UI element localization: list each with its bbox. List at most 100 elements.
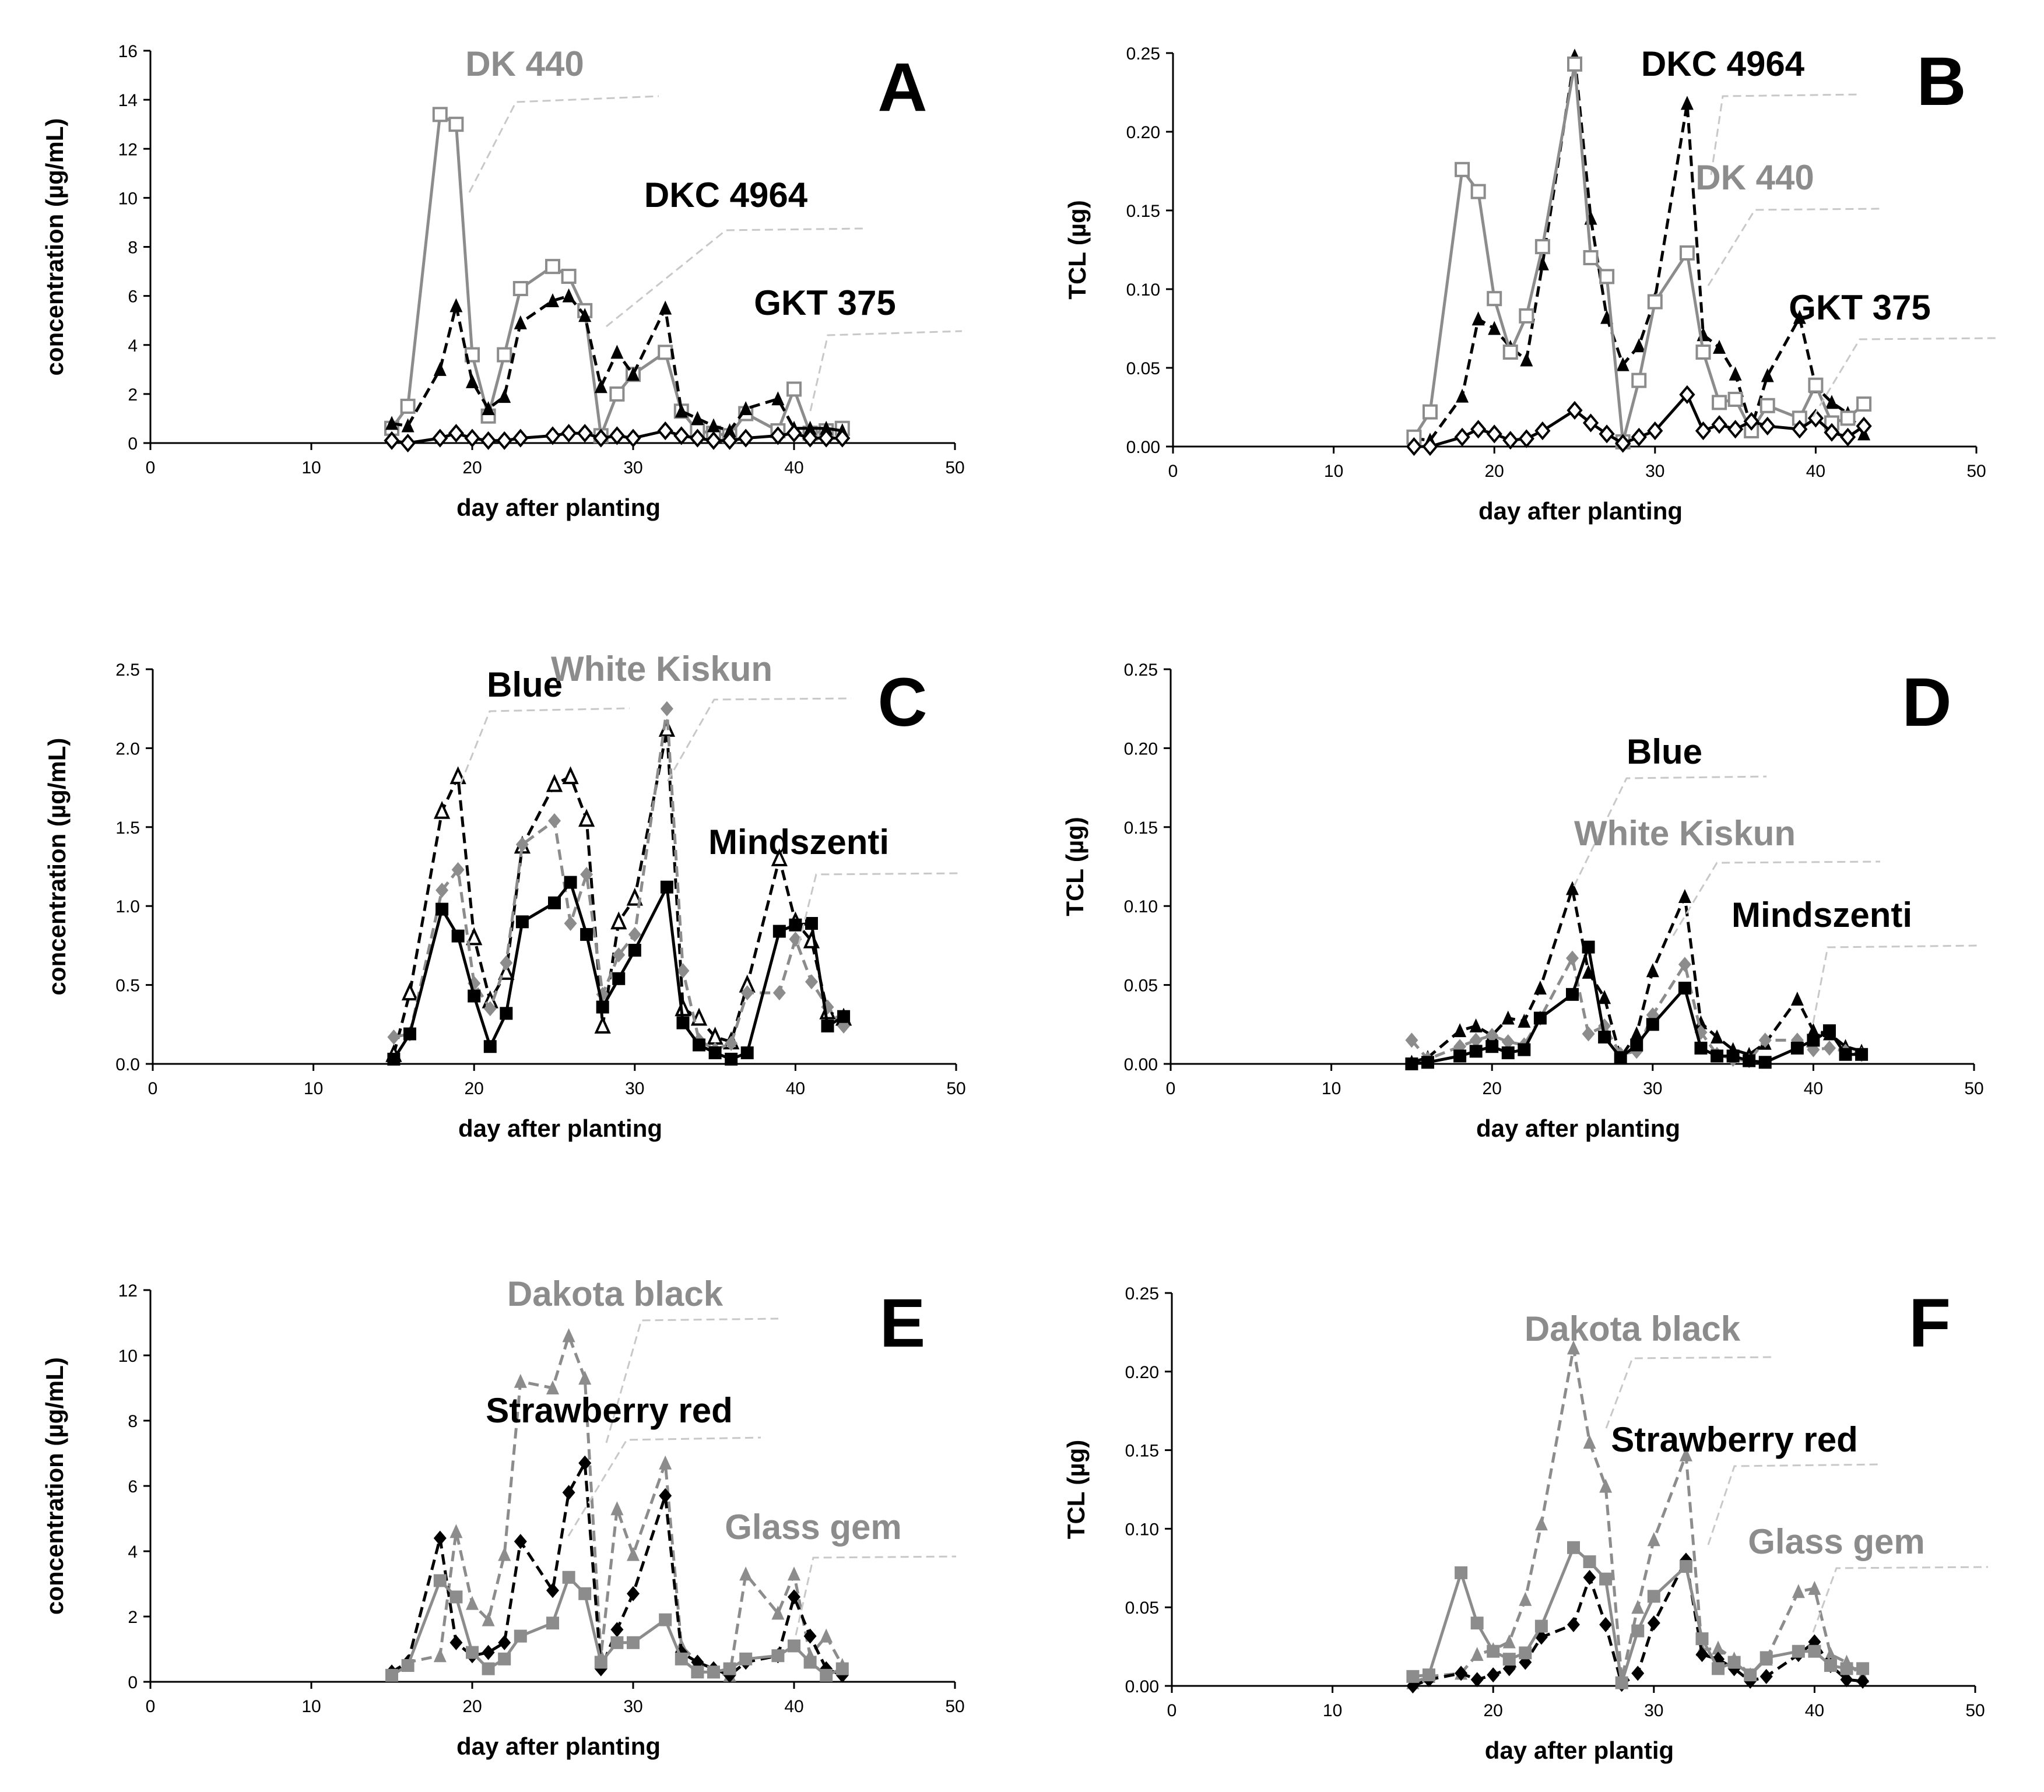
panel-a-series-1-point (610, 345, 624, 359)
panel-d-series-0-point (1630, 1026, 1643, 1041)
panel-f-x-tick-label: 10 (1323, 1701, 1342, 1720)
panel-e-series-0-point (562, 1328, 575, 1343)
panel-a-series-2 (384, 421, 851, 453)
panel-e-series-0-point (771, 1605, 785, 1620)
panel-c-series-1-label: White Kiskun (551, 649, 772, 688)
panel-a-series-2-point (432, 428, 448, 448)
panel-c-series-1-point (515, 837, 529, 852)
panel-a-series-1-point (546, 293, 559, 308)
panel-e-series-2-point (514, 1629, 527, 1643)
panel-a-series-2-point (818, 428, 834, 448)
panel-d-y-tick-label: 0.25 (1124, 660, 1158, 680)
panel-d-series-1-point (1501, 1034, 1515, 1050)
panel-a-series-1-point (723, 423, 736, 437)
panel-f-series-2-point (1824, 1659, 1837, 1672)
panel-e-x-tick-label: 10 (301, 1697, 321, 1716)
panel-a-series-2-point (657, 421, 673, 441)
panel-a-series-1-point (514, 315, 527, 329)
panel-c-x-tick-label: 30 (625, 1079, 644, 1098)
panel-c-series-1-point (740, 985, 754, 1001)
panel-c-series-1-point (580, 867, 593, 883)
panel-f-series-2-point (1615, 1676, 1628, 1689)
panel-e-series-2-point (610, 1636, 624, 1649)
panel-a-series-2-point (721, 431, 738, 450)
panel-c-series-2-point (500, 1007, 513, 1020)
panel-a-series-0-point (512, 281, 528, 297)
panel-b-series-2-point (1567, 400, 1583, 420)
panel-c-y-tick-label: 1.5 (115, 818, 140, 838)
panel-b-series-2-point (1807, 409, 1824, 428)
panel-e-series-2-point (482, 1662, 495, 1675)
panel-f-series-2-point (1567, 1541, 1580, 1554)
panel-a-series-2-leader (809, 330, 963, 412)
panel-d-letter: D (1902, 664, 1951, 741)
panel-b-y-tick-label: 0.10 (1126, 280, 1160, 300)
panel-d-series-2-point (1598, 1030, 1611, 1043)
panel-c-series-2-label: Mindszenti (708, 823, 889, 862)
panel-b-letter: B (1916, 43, 1966, 120)
panel-f-series-2-point (1647, 1590, 1660, 1603)
panel-d-series-2-point (1839, 1048, 1852, 1061)
panel-c-series-0 (385, 719, 852, 1062)
panel-a-series-0-point (497, 347, 512, 363)
panel-e-series-2-point (498, 1652, 511, 1665)
panel-c-series-1-point (660, 701, 673, 716)
panel-e-series-2-point (562, 1570, 575, 1584)
panel-a-y-tick-label: 0 (128, 434, 138, 454)
panel-b-series-0-point (1729, 366, 1742, 381)
panel-a-series-1-point (820, 420, 833, 435)
panel-f-series-2-point (1792, 1645, 1805, 1658)
panel-a-series-1-point (675, 403, 688, 418)
panel-f-series-1-point (1840, 1672, 1853, 1688)
panel-d-series-1-point (1678, 957, 1691, 972)
panel-d-series-0-point (1453, 1023, 1467, 1038)
panel-a-series-0-label: DK 440 (465, 44, 584, 83)
panel-d-series-2-point (1518, 1043, 1531, 1056)
panel-d-series-0-point (1598, 990, 1611, 1004)
panel-b-series-1-point (1759, 398, 1775, 413)
panel-f-x-tick-label: 20 (1484, 1701, 1503, 1720)
panel-a-series-1-point (401, 418, 415, 433)
panel-b-series-1-label: DK 440 (1695, 158, 1814, 197)
panel-d-series-1-point (1485, 1028, 1499, 1043)
panel-f-series-2-leader (1812, 1566, 1989, 1633)
panel-f-y-tick-label: 0.05 (1125, 1598, 1159, 1618)
panel-c-series-1-point (436, 883, 449, 898)
panel-a-series-1-point (482, 401, 495, 416)
panel-c-series-0-point (578, 809, 595, 827)
panel-a-series-2-point (399, 433, 416, 453)
panel-c-letter: C (877, 664, 927, 741)
panel-e-series-1-point (562, 1485, 575, 1501)
panel-d-series-0-point (1678, 888, 1691, 903)
panel-e-series-1-point (514, 1534, 527, 1549)
panel-a-series-1-point (707, 418, 720, 433)
panel-d-series-2 (1405, 940, 1869, 1070)
panel-b-series-0-point (1520, 352, 1533, 367)
panel-c-series-2-point (387, 1052, 401, 1066)
panel-b-series-2-point (1759, 416, 1776, 435)
panel-d-series-0-point (1646, 963, 1659, 978)
panel-e-series-0-leader (605, 1317, 779, 1443)
panel-d-series-2-label: Mindszenti (1732, 895, 1912, 934)
panel-d-series-1-point (1566, 950, 1579, 966)
panel-c-series-2-point (628, 944, 641, 957)
panel-c-series-1-point (548, 813, 561, 828)
panel-e-series-2-point (401, 1659, 415, 1672)
panel-c-x-axis-title: day after planting (458, 1115, 662, 1142)
panel-e-series-1-point (433, 1530, 447, 1546)
panel-f-x-tick-label: 40 (1805, 1701, 1824, 1720)
panel-a-series-2-point (786, 424, 802, 443)
panel-b-x-tick-label: 30 (1645, 462, 1664, 481)
panel-c-series-1-point (564, 915, 577, 931)
panel-c-series-2-point (515, 915, 529, 929)
panel-d-x-tick-label: 10 (1322, 1079, 1341, 1098)
panel-a-series-1-point (578, 308, 592, 322)
panel-b-series-2-point (1615, 434, 1631, 453)
panel-b-series-2-point (1582, 413, 1599, 433)
panel-e-series-2-point (739, 1652, 753, 1665)
panel-a-series-0-point (658, 345, 673, 360)
panel-f-series-2-point (1534, 1619, 1548, 1633)
panel-f-y-axis-title: TCL (µg) (1062, 1440, 1090, 1539)
panel-b-series-0-point (1680, 96, 1694, 110)
panel-c-series-0-point (594, 1016, 611, 1034)
